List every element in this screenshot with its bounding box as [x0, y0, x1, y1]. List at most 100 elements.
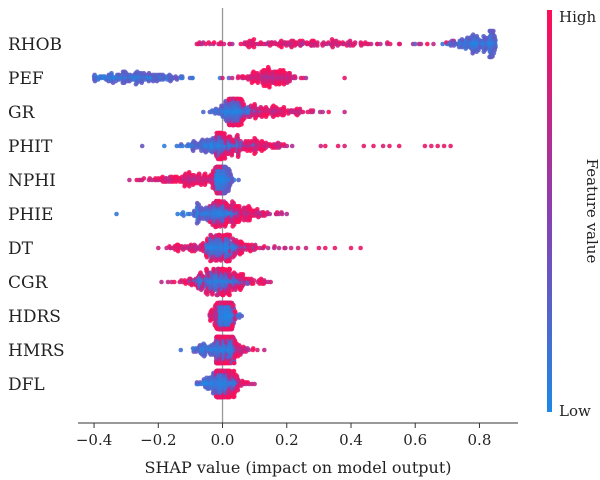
shap-point-dt: [227, 232, 233, 238]
feature-label-dt: DT: [8, 239, 34, 259]
shap-point-dt: [276, 245, 282, 251]
feature-label-phit: PHIT: [8, 137, 53, 157]
shap-point-phit: [284, 143, 290, 149]
x-tick-label: 0.8: [468, 431, 492, 449]
shap-point-phit: [162, 143, 167, 149]
shap-point-hdrs: [230, 324, 235, 330]
shap-point-phie: [203, 205, 209, 211]
colorbar-gradient: [547, 10, 552, 412]
shap-point-dt: [240, 247, 246, 252]
shap-point-rhob: [230, 41, 235, 47]
shap-point-pef: [179, 74, 185, 79]
shap-point-phit: [235, 154, 241, 160]
shap-point-phit: [429, 143, 434, 149]
shap-point-dt: [283, 245, 288, 251]
shap-point-hdrs: [233, 316, 238, 322]
shap-point-phie: [230, 224, 235, 229]
x-tick-label: 0.2: [275, 431, 299, 449]
shap-point-dt: [238, 239, 244, 245]
shap-point-rhob: [474, 34, 480, 39]
shap-point-gr: [253, 115, 258, 121]
shap-point-pef: [236, 74, 241, 79]
shap-point-phit: [190, 148, 196, 153]
shap-point-rhob: [311, 38, 317, 44]
colorbar: High Low Feature value: [547, 8, 600, 420]
feature-label-gr: GR: [8, 103, 36, 123]
shap-point-phit: [318, 143, 324, 149]
shap-point-phit: [335, 143, 341, 149]
shap-point-pef: [146, 71, 152, 76]
shap-point-nphi: [226, 166, 231, 172]
shap-point-cgr: [165, 279, 171, 285]
shap-point-rhob: [418, 41, 424, 47]
shap-point-gr: [241, 102, 247, 107]
shap-point-cgr: [214, 292, 220, 298]
shap-point-phit: [180, 143, 185, 149]
shap-point-dfl: [225, 394, 231, 400]
shap-point-nphi: [226, 188, 231, 194]
shap-point-dfl: [234, 374, 240, 379]
shap-point-dt: [316, 245, 322, 251]
shap-point-dfl: [252, 381, 257, 387]
shap-point-pef: [292, 74, 298, 79]
x-tick-label: 0.0: [211, 431, 235, 449]
shap-point-hmrs: [250, 346, 256, 351]
shap-point-phie: [279, 210, 284, 215]
shap-point-phie: [194, 221, 200, 226]
shap-point-gr: [300, 109, 306, 115]
shap-point-dt: [208, 258, 213, 264]
shap-point-dt: [272, 244, 277, 249]
shap-point-rhob: [320, 43, 326, 48]
feature-label-hdrs: HDRS: [8, 307, 61, 327]
shap-point-gr: [252, 102, 257, 107]
shap-point-gr: [342, 109, 347, 115]
shap-point-gr: [239, 97, 244, 102]
shap-point-cgr: [159, 279, 164, 285]
shap-point-dt: [262, 244, 267, 249]
shap-point-pef: [175, 75, 180, 81]
shap-point-phit: [323, 143, 328, 149]
shap-point-cgr: [238, 285, 244, 291]
shap-point-rhob: [470, 51, 476, 56]
shap-point-rhob: [279, 44, 284, 50]
shap-point-gr: [326, 109, 332, 115]
feature-label-dfl: DFL: [8, 375, 45, 395]
shap-point-nphi: [141, 176, 147, 181]
shap-point-rhob: [474, 49, 479, 55]
shap-point-rhob: [492, 47, 497, 53]
shap-point-phit: [235, 132, 240, 138]
shap-point-pef: [287, 78, 293, 84]
shap-point-cgr: [268, 279, 274, 285]
shap-point-dt: [156, 245, 161, 251]
shap-point-rhob: [440, 41, 445, 47]
shap-point-rhob: [350, 43, 356, 48]
shap-point-rhob: [211, 40, 217, 45]
shap-point-rhob: [378, 41, 383, 47]
shap-point-gr: [263, 114, 269, 119]
shap-point-rhob: [238, 41, 244, 47]
shap-point-gr: [281, 105, 287, 110]
shap-point-phie: [175, 211, 180, 217]
shap-point-cgr: [227, 292, 232, 298]
feature-label-phie: PHIE: [8, 205, 53, 225]
shap-point-hmrs: [201, 341, 206, 347]
feature-label-rhob: RHOB: [8, 35, 62, 55]
shap-point-rhob: [368, 41, 374, 47]
shap-point-phie: [284, 211, 290, 217]
shap-point-pef: [95, 77, 101, 82]
shap-point-phit: [139, 143, 145, 149]
shap-point-phit: [252, 151, 257, 157]
shap-point-phie: [187, 211, 193, 217]
shap-point-nphi: [198, 182, 204, 187]
shap-point-phie: [267, 211, 273, 217]
shap-point-dfl: [232, 391, 237, 396]
shap-point-nphi: [187, 183, 192, 189]
shap-point-rhob: [490, 54, 495, 59]
shap-point-phit: [435, 143, 441, 149]
shap-point-phie: [236, 219, 241, 225]
shap-point-rhob: [492, 34, 497, 39]
shap-point-gr: [281, 112, 286, 118]
shap-point-pef: [255, 80, 261, 85]
shap-point-nphi: [229, 176, 235, 181]
